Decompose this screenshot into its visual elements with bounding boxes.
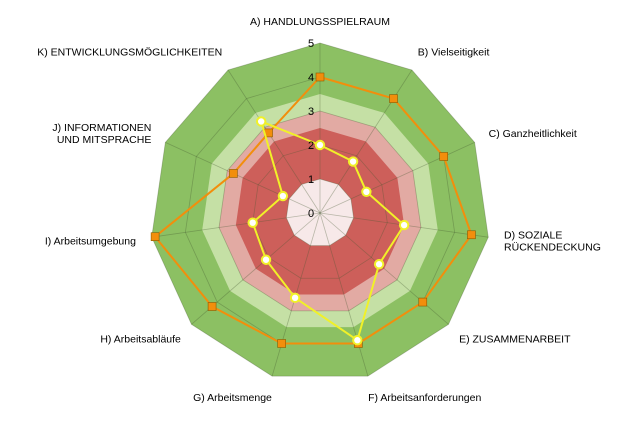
grid-spoke-10: [227, 69, 321, 214]
axis-label-1: B) Vielseitigkeit: [418, 46, 490, 58]
series-2-line: [251, 120, 406, 342]
grid-spoke-8: [151, 212, 321, 238]
grid-lines: [151, 42, 489, 377]
series-2-point-6: [289, 292, 301, 304]
grid-ring-2: [252, 144, 388, 279]
axis-label-5: F) Arbeitsanforderungen: [368, 392, 481, 404]
series-layer: [150, 72, 476, 348]
grid-ring-3: [218, 110, 422, 312]
axis-label-3-line-1: RÜCKENDECKUNG: [504, 241, 601, 253]
axis-label-9-line-1: UND MITSPRACHE: [57, 134, 152, 146]
series-1-line: [154, 76, 473, 345]
axis-label-6: G) Arbeitsmenge: [193, 392, 272, 404]
grid-spoke-1: [319, 69, 413, 214]
series-1-point-3: [467, 230, 476, 240]
series-1-point-6: [277, 339, 286, 348]
series-1-point-0: [315, 72, 325, 82]
series-1-point-8: [150, 232, 160, 242]
tick-label-3: 3: [308, 106, 314, 118]
axis-label-7: H) Arbeitsabläufe: [100, 334, 181, 346]
grid-spoke-9: [165, 142, 321, 214]
series-2-point-1: [347, 156, 359, 167]
tick-label-2: 2: [308, 140, 314, 152]
series-1-point-1: [389, 94, 398, 103]
series-2-point-10: [255, 116, 267, 127]
tick-label-5: 5: [308, 38, 314, 50]
series-1-point-7: [207, 302, 217, 311]
series-2-point-5: [352, 335, 363, 346]
axis-label-10: K) ENTWICKLUNGSMÖGLICHKEITEN: [37, 46, 222, 58]
series-2-point-8: [247, 217, 258, 228]
tick-label-0: 0: [308, 208, 314, 220]
series-2-point-3: [398, 219, 410, 231]
series-2: [247, 116, 410, 346]
axis-labels: A) HANDLUNGSSPIELRAUM B) Vielseitigkeit C)…: [37, 16, 601, 404]
grid-spoke-5: [319, 212, 369, 377]
band-0-1: [286, 179, 354, 246]
series-1: [150, 72, 476, 348]
series-2-point-4: [373, 259, 385, 270]
tick-label-1: 1: [308, 174, 314, 186]
series-2-point-2: [361, 186, 372, 198]
axis-label-0: A) HANDLUNGSSPIELRAUM: [250, 16, 390, 28]
axis-label-9-line-0: J) INFORMATIONEN: [52, 122, 151, 134]
series-2-point-0: [314, 139, 326, 151]
axis-label-4: E) ZUSAMMENARBEIT: [459, 334, 571, 346]
series-1-point-2: [439, 152, 449, 161]
grid-ring-1: [285, 178, 355, 247]
grid-spoke-2: [319, 142, 475, 214]
grid-ring-5: [151, 42, 489, 377]
tick-label-4: 4: [308, 72, 314, 84]
axis-label-2: C) Ganzheitlichkeit: [489, 128, 577, 140]
axis-label-8: I) Arbeitsumgebung: [45, 235, 136, 247]
series-1-point-4: [418, 297, 428, 307]
tick-labels: 0 1 2 3 4 5: [308, 38, 314, 220]
series-2-point-9: [277, 190, 289, 202]
axis-label-3-line-0: D) SOZIALE: [504, 229, 562, 241]
series-1-point-9: [229, 169, 238, 178]
series-2-point-7: [260, 254, 272, 265]
